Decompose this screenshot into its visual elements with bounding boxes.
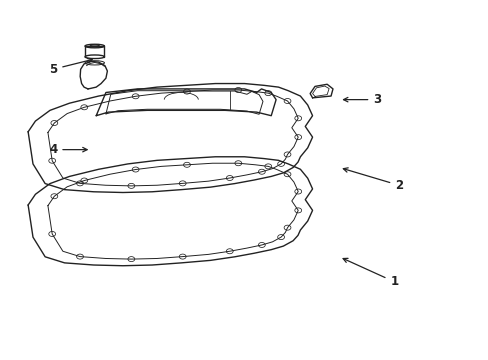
Text: 4: 4 [49, 143, 87, 156]
Text: 1: 1 [343, 258, 398, 288]
Text: 3: 3 [343, 93, 381, 106]
Text: 2: 2 [343, 168, 403, 192]
Text: 5: 5 [49, 58, 92, 76]
